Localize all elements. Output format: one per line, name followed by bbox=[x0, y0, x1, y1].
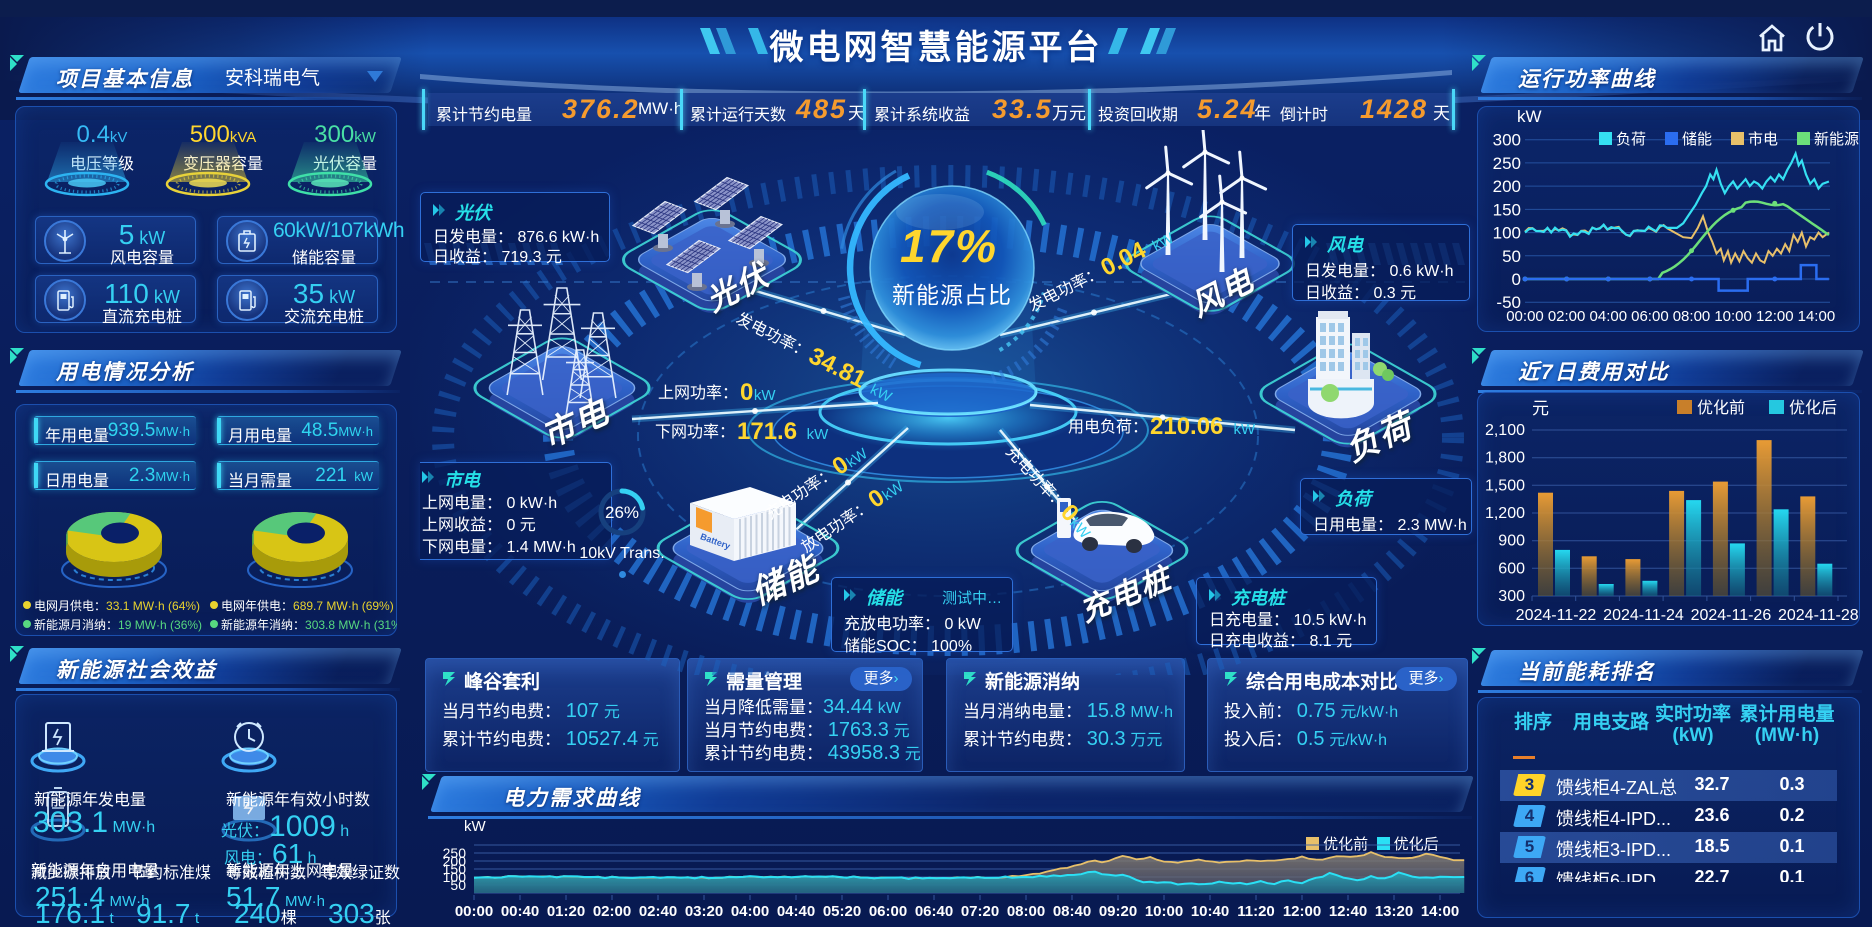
svg-text:00:00: 00:00 bbox=[1506, 308, 1544, 325]
svg-text:06:40: 06:40 bbox=[915, 903, 953, 920]
svg-text:07:20: 07:20 bbox=[961, 903, 999, 920]
svg-text:02:40: 02:40 bbox=[639, 903, 677, 920]
svg-text:储能: 储能 bbox=[1682, 131, 1712, 148]
svg-text:1,500: 1,500 bbox=[1485, 477, 1525, 494]
svg-text:10:00: 10:00 bbox=[1145, 903, 1183, 920]
svg-text:优化后: 优化后 bbox=[1789, 399, 1837, 417]
svg-text:250: 250 bbox=[443, 845, 467, 861]
svg-text:171.6: 171.6 bbox=[737, 418, 797, 445]
svg-text:市电: 市电 bbox=[1748, 131, 1778, 148]
svg-text:新能源: 新能源 bbox=[1814, 131, 1859, 148]
svg-text:新能源占比: 新能源占比 bbox=[892, 282, 1012, 308]
svg-text:2,100: 2,100 bbox=[1485, 422, 1525, 439]
svg-text:200: 200 bbox=[443, 853, 467, 869]
svg-text:kW: kW bbox=[1234, 421, 1257, 438]
svg-text:kW: kW bbox=[807, 426, 830, 443]
svg-text:2024-11-28: 2024-11-28 bbox=[1778, 607, 1859, 624]
svg-text:150: 150 bbox=[443, 861, 467, 877]
svg-text:08:00: 08:00 bbox=[1007, 903, 1045, 920]
svg-text:14:00: 14:00 bbox=[1421, 903, 1459, 920]
svg-text:kW: kW bbox=[754, 387, 777, 404]
svg-text:600: 600 bbox=[1498, 560, 1525, 577]
svg-text:900: 900 bbox=[1498, 533, 1525, 550]
svg-text:kW: kW bbox=[1517, 107, 1542, 126]
svg-text:04:40: 04:40 bbox=[777, 903, 815, 920]
svg-text:26%: 26% bbox=[605, 503, 639, 522]
svg-text:11:20: 11:20 bbox=[1237, 903, 1275, 920]
svg-text:上网功率：: 上网功率： bbox=[658, 384, 738, 402]
svg-text:10:00: 10:00 bbox=[1714, 308, 1752, 325]
svg-text:09:20: 09:20 bbox=[1099, 903, 1137, 920]
svg-text:10:40: 10:40 bbox=[1191, 903, 1229, 920]
svg-text:用电负荷：: 用电负荷： bbox=[1068, 418, 1148, 436]
svg-text:08:40: 08:40 bbox=[1053, 903, 1091, 920]
svg-text:210.06: 210.06 bbox=[1150, 413, 1223, 440]
svg-text:250: 250 bbox=[1493, 154, 1521, 173]
svg-text:300: 300 bbox=[1493, 131, 1521, 150]
svg-text:元: 元 bbox=[1532, 399, 1549, 418]
svg-text:00:40: 00:40 bbox=[501, 903, 539, 920]
svg-text:03:20: 03:20 bbox=[685, 903, 723, 920]
svg-text:0: 0 bbox=[740, 379, 753, 406]
svg-text:12:00: 12:00 bbox=[1283, 903, 1321, 920]
svg-text:12:40: 12:40 bbox=[1329, 903, 1367, 920]
svg-text:13:20: 13:20 bbox=[1375, 903, 1413, 920]
svg-text:06:00: 06:00 bbox=[1631, 308, 1669, 325]
svg-text:04:00: 04:00 bbox=[731, 903, 769, 920]
svg-text:01:20: 01:20 bbox=[547, 903, 585, 920]
svg-text:08:00: 08:00 bbox=[1673, 308, 1711, 325]
svg-text:2024-11-22: 2024-11-22 bbox=[1516, 607, 1597, 624]
svg-text:1,800: 1,800 bbox=[1485, 450, 1525, 467]
svg-text:100: 100 bbox=[443, 869, 467, 885]
svg-text:17%: 17% bbox=[900, 220, 998, 272]
svg-text:2024-11-26: 2024-11-26 bbox=[1691, 607, 1772, 624]
svg-text:150: 150 bbox=[1493, 200, 1521, 219]
svg-text:优化前: 优化前 bbox=[1697, 399, 1745, 417]
svg-text:02:00: 02:00 bbox=[593, 903, 631, 920]
svg-text:12:00: 12:00 bbox=[1756, 308, 1794, 325]
svg-text:下网功率：: 下网功率： bbox=[655, 423, 735, 441]
svg-text:-50: -50 bbox=[1496, 293, 1521, 312]
svg-text:00:00: 00:00 bbox=[455, 903, 493, 920]
svg-text:02:00: 02:00 bbox=[1548, 308, 1586, 325]
svg-text:06:00: 06:00 bbox=[869, 903, 907, 920]
svg-text:0: 0 bbox=[1512, 270, 1521, 289]
svg-text:100: 100 bbox=[1493, 224, 1521, 243]
svg-text:04:00: 04:00 bbox=[1590, 308, 1628, 325]
svg-text:14:00: 14:00 bbox=[1798, 308, 1836, 325]
svg-text:1,200: 1,200 bbox=[1485, 505, 1525, 522]
svg-text:50: 50 bbox=[450, 877, 466, 893]
svg-text:05:20: 05:20 bbox=[823, 903, 861, 920]
svg-text:200: 200 bbox=[1493, 177, 1521, 196]
svg-text:负荷: 负荷 bbox=[1616, 131, 1646, 148]
svg-text:300: 300 bbox=[1498, 588, 1525, 605]
svg-text:2024-11-24: 2024-11-24 bbox=[1603, 607, 1684, 624]
svg-text:50: 50 bbox=[1502, 247, 1521, 266]
